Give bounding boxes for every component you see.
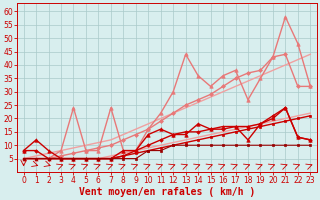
X-axis label: Vent moyen/en rafales ( km/h ): Vent moyen/en rafales ( km/h ) (79, 187, 255, 197)
